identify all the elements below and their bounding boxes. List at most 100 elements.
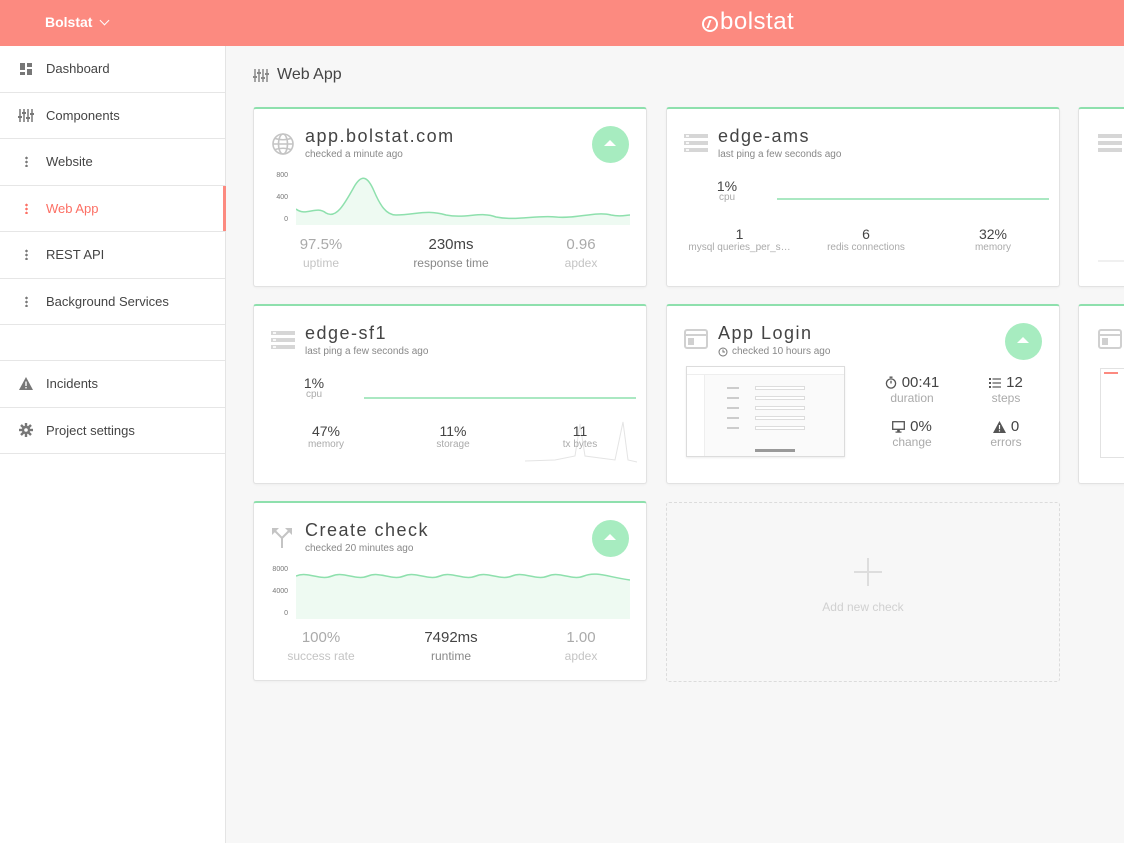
card-title: edge-ams (718, 126, 811, 146)
server-card-edge-ams[interactable]: edge-ams last ping a few seconds ago 1% … (666, 107, 1060, 287)
stat-runtime: 7492ms runtime (424, 629, 478, 663)
chart-axis-label: 0 (284, 610, 288, 617)
browser-window-icon (1098, 329, 1122, 353)
sidebar-item-label: Web App (46, 200, 99, 216)
metric-cpu: 1% cpu (303, 375, 325, 400)
card-subtitle: checked 10 hours ago (718, 346, 830, 357)
org-switcher[interactable]: Bolstat (45, 14, 110, 30)
status-up-indicator[interactable] (592, 126, 629, 163)
card-subtitle: checked 20 minutes ago (305, 543, 414, 554)
stat-apdex: 0.96 apdex (564, 236, 598, 270)
metric-cpu: 1% cpu (716, 178, 738, 203)
stat-uptime: 97.5% uptime (299, 236, 343, 270)
page-title: Web App (253, 66, 342, 84)
metric-memory: 47% memory (271, 423, 381, 464)
dashboard-icon (18, 61, 34, 77)
sidebar-item-label: Components (46, 107, 120, 123)
sidebar-item-label: Background Services (46, 293, 169, 309)
card-title: edge-sf1 (305, 323, 388, 343)
metric-mysql-queries: 1 mysql queries_per_s… (684, 223, 795, 267)
bolt-logo-icon (702, 15, 718, 32)
status-up-indicator[interactable] (592, 520, 629, 557)
response-time-chart (296, 177, 630, 225)
status-up-indicator[interactable] (1005, 323, 1042, 360)
metric-tx-bytes: 11 tx bytes (562, 423, 598, 450)
sidebar-item-components[interactable]: Components (0, 93, 225, 139)
tx-bytes-sparkline (525, 421, 637, 463)
sidebar-item-label: REST API (46, 247, 105, 263)
card-subtitle: last ping a few seconds ago (718, 149, 842, 160)
list-icon (989, 377, 1002, 388)
sidebar-item-website[interactable]: Website (0, 139, 225, 186)
stat-response-time: 230ms response time (413, 236, 489, 270)
check-card-app[interactable]: app.bolstat.com checked a minute ago 800… (253, 107, 647, 287)
page-title-text: Web App (277, 66, 342, 83)
chart-axis-label: 800 (276, 172, 288, 179)
chart-axis-label: 8000 (272, 566, 288, 573)
sidebar-item-label: Project settings (46, 422, 135, 438)
dots-icon (18, 154, 34, 170)
warning-icon (18, 376, 34, 392)
metric-memory: 32% memory (938, 226, 1048, 267)
stopwatch-icon (885, 376, 896, 389)
app-logo[interactable]: bolstat (702, 8, 794, 36)
sidebar-item-project-settings[interactable]: Project settings (0, 408, 225, 454)
monitor-icon (892, 420, 906, 433)
clock-icon (718, 347, 728, 356)
sidebar-item-label: Dashboard (46, 61, 110, 77)
server-card-partial[interactable] (1078, 107, 1124, 287)
sidebar-item-dashboard[interactable]: Dashboard (0, 46, 225, 93)
card-title: app.bolstat.com (305, 126, 455, 146)
gear-icon (18, 422, 34, 438)
top-bar: Bolstat bolstat (0, 0, 1124, 46)
dots-icon (18, 247, 34, 263)
add-new-check-label: Add new check (822, 600, 904, 614)
check-card-partial[interactable] (1078, 304, 1124, 484)
stat-errors: 0 errors (990, 418, 1022, 449)
globe-icon (271, 132, 295, 156)
check-card-app-login[interactable]: App Login checked 10 hours ago 00:41 dur… (666, 304, 1060, 484)
org-name: Bolstat (45, 14, 93, 30)
dots-icon (18, 293, 34, 309)
metric-bar (1098, 260, 1124, 262)
screenshot-thumbnail[interactable] (686, 366, 845, 457)
chart-axis-label: 400 (276, 194, 288, 201)
server-icon (271, 329, 295, 353)
cpu-sparkline (777, 198, 1049, 200)
stat-change: 0% change (892, 418, 932, 449)
sliders-icon (253, 68, 269, 82)
sliders-icon (18, 107, 34, 123)
chart-axis-label: 0 (284, 216, 288, 223)
sidebar-item-label: Website (46, 154, 93, 170)
server-icon (684, 132, 708, 156)
screenshot-thumbnail (1100, 368, 1124, 458)
card-title: Create check (305, 520, 430, 540)
runtime-chart (296, 573, 630, 619)
sidebar-spacer (0, 325, 225, 361)
logo-text: bolstat (720, 8, 795, 35)
check-card-create-check[interactable]: Create check checked 20 minutes ago 8000… (253, 501, 647, 681)
server-card-edge-sf1[interactable]: edge-sf1 last ping a few seconds ago 1% … (253, 304, 647, 484)
stat-steps: 12 steps (956, 374, 1056, 405)
sidebar: Dashboard Components Website Web App RES… (0, 46, 226, 843)
chart-axis-label: 4000 (272, 588, 288, 595)
cpu-sparkline (364, 397, 636, 399)
sidebar-item-background-services[interactable]: Background Services (0, 279, 225, 325)
add-new-check-card[interactable]: Add new check (666, 502, 1060, 682)
dots-icon (18, 200, 34, 216)
stat-apdex: 1.00 apdex (564, 629, 598, 663)
stat-success-rate: 100% success rate (287, 629, 355, 663)
browser-window-icon (684, 329, 708, 353)
plus-icon (854, 558, 882, 586)
sidebar-item-web-app[interactable]: Web App (0, 185, 226, 232)
warning-icon (992, 420, 1006, 433)
card-title: App Login (718, 323, 813, 343)
sidebar-item-incidents[interactable]: Incidents (0, 361, 225, 408)
card-subtitle: last ping a few seconds ago (305, 346, 429, 357)
sidebar-item-label: Incidents (46, 376, 99, 392)
metric-redis-connections: 6 redis connections (812, 223, 920, 267)
chevron-down-icon (100, 15, 110, 25)
sidebar-item-rest-api[interactable]: REST API (0, 232, 225, 279)
fork-arrow-icon (271, 526, 295, 550)
stat-duration: 00:41 duration (862, 374, 962, 405)
